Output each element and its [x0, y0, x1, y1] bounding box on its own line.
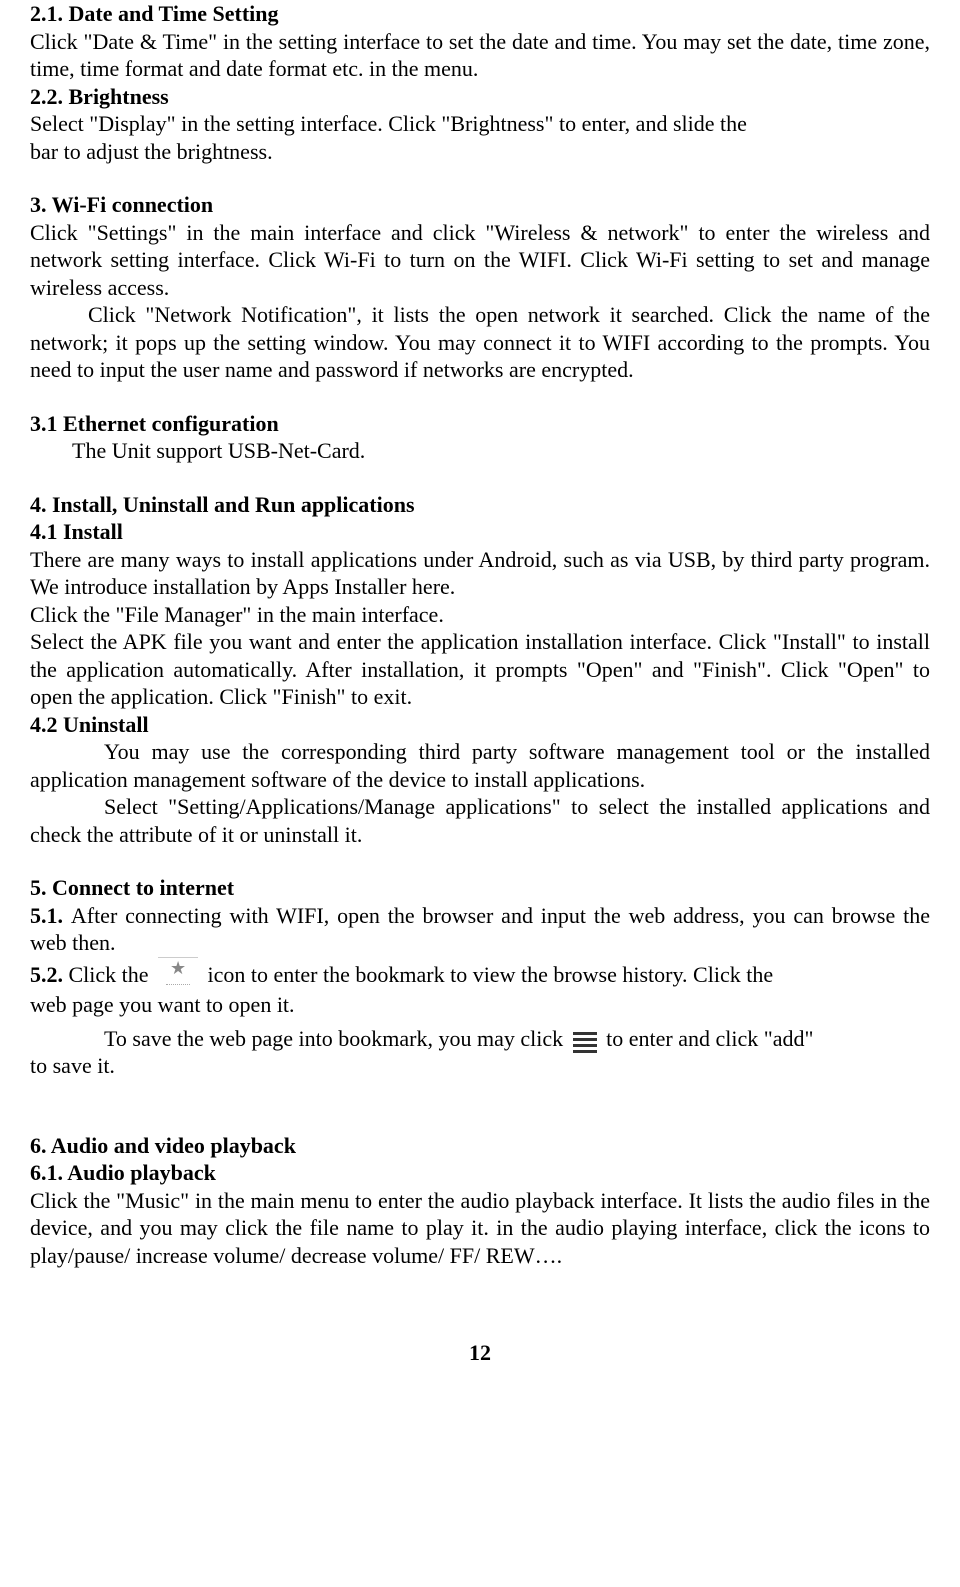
page-number: 12	[30, 1339, 930, 1367]
body-5-1: 5.1. After connecting with WIFI, open th…	[30, 902, 930, 957]
body-5-2: 5.2. Click the icon to enter the bookmar…	[30, 961, 930, 992]
heading-5-1-number: 5.1.	[30, 903, 71, 928]
body-4-2-1: You may use the corresponding third part…	[30, 738, 930, 793]
body-4-1-2: Click the "File Manager" in the main int…	[30, 601, 930, 629]
body-5-1-text: After connecting with WIFI, open the bro…	[30, 903, 930, 956]
heading-2-2: 2.2. Brightness	[30, 83, 930, 111]
heading-5: 5. Connect to internet	[30, 874, 930, 902]
heading-6-1: 6.1. Audio playback	[30, 1159, 930, 1187]
heading-3-1: 3.1 Ethernet configuration	[30, 410, 930, 438]
section-3-1: 3.1 Ethernet configuration The Unit supp…	[30, 410, 930, 465]
body-5-2-before: Click the	[69, 962, 149, 987]
body-5-2-after-line2: web page you want to open it.	[30, 991, 930, 1019]
heading-6: 6. Audio and video playback	[30, 1132, 930, 1160]
section-4-1: 4.1 Install There are many ways to insta…	[30, 518, 930, 711]
body-3-1: The Unit support USB-Net-Card.	[30, 437, 930, 465]
body-5-save-after-line1: to enter and click "add"	[606, 1026, 813, 1051]
body-4-1-1: There are many ways to install applicati…	[30, 546, 930, 601]
heading-4: 4. Install, Uninstall and Run applicatio…	[30, 491, 930, 519]
heading-5-2-number: 5.2.	[30, 962, 69, 987]
body-2-2-line2: bar to adjust the brightness.	[30, 138, 930, 166]
body-4-1-3: Select the APK file you want and enter t…	[30, 628, 930, 711]
section-6-1: 6.1. Audio playback Click the "Music" in…	[30, 1159, 930, 1269]
section-3: 3. Wi-Fi connection Click "Settings" in …	[30, 191, 930, 384]
body-5-save-after-line2: to save it.	[30, 1052, 930, 1080]
bookmark-star-icon	[158, 961, 198, 991]
body-5-save-before: To save the web page into bookmark, you …	[104, 1026, 563, 1051]
menu-icon	[573, 1032, 597, 1053]
section-4: 4. Install, Uninstall and Run applicatio…	[30, 491, 930, 519]
body-3-1: Click "Settings" in the main interface a…	[30, 219, 930, 302]
heading-2-1-title: Date and Time Setting	[69, 1, 279, 26]
body-5-save: To save the web page into bookmark, you …	[30, 1025, 930, 1053]
body-5-2-after-line1: icon to enter the bookmark to view the b…	[208, 962, 774, 987]
body-6-1: Click the "Music" in the main menu to en…	[30, 1187, 930, 1270]
heading-4-2: 4.2 Uninstall	[30, 711, 930, 739]
section-2-2: 2.2. Brightness Select "Display" in the …	[30, 83, 930, 166]
heading-2-2-title: Brightness	[69, 84, 169, 109]
heading-3: 3. Wi-Fi connection	[30, 191, 930, 219]
section-6: 6. Audio and video playback	[30, 1132, 930, 1160]
heading-4-1: 4.1 Install	[30, 518, 930, 546]
body-3-2: Click "Network Notification", it lists t…	[30, 301, 930, 384]
heading-2-1-number: 2.1.	[30, 1, 69, 26]
heading-2-1: 2.1. Date and Time Setting	[30, 0, 930, 28]
heading-2-2-number: 2.2.	[30, 84, 69, 109]
body-4-2-2: Select "Setting/Applications/Manage appl…	[30, 793, 930, 848]
section-2-1: 2.1. Date and Time Setting Click "Date &…	[30, 0, 930, 83]
body-2-2-line1: Select "Display" in the setting interfac…	[30, 110, 930, 138]
body-2-1-line1: Click "Date & Time" in the setting inter…	[30, 29, 751, 54]
section-4-2: 4.2 Uninstall You may use the correspond…	[30, 711, 930, 849]
section-5: 5. Connect to internet 5.1. After connec…	[30, 874, 930, 1080]
body-2-1: Click "Date & Time" in the setting inter…	[30, 28, 930, 83]
